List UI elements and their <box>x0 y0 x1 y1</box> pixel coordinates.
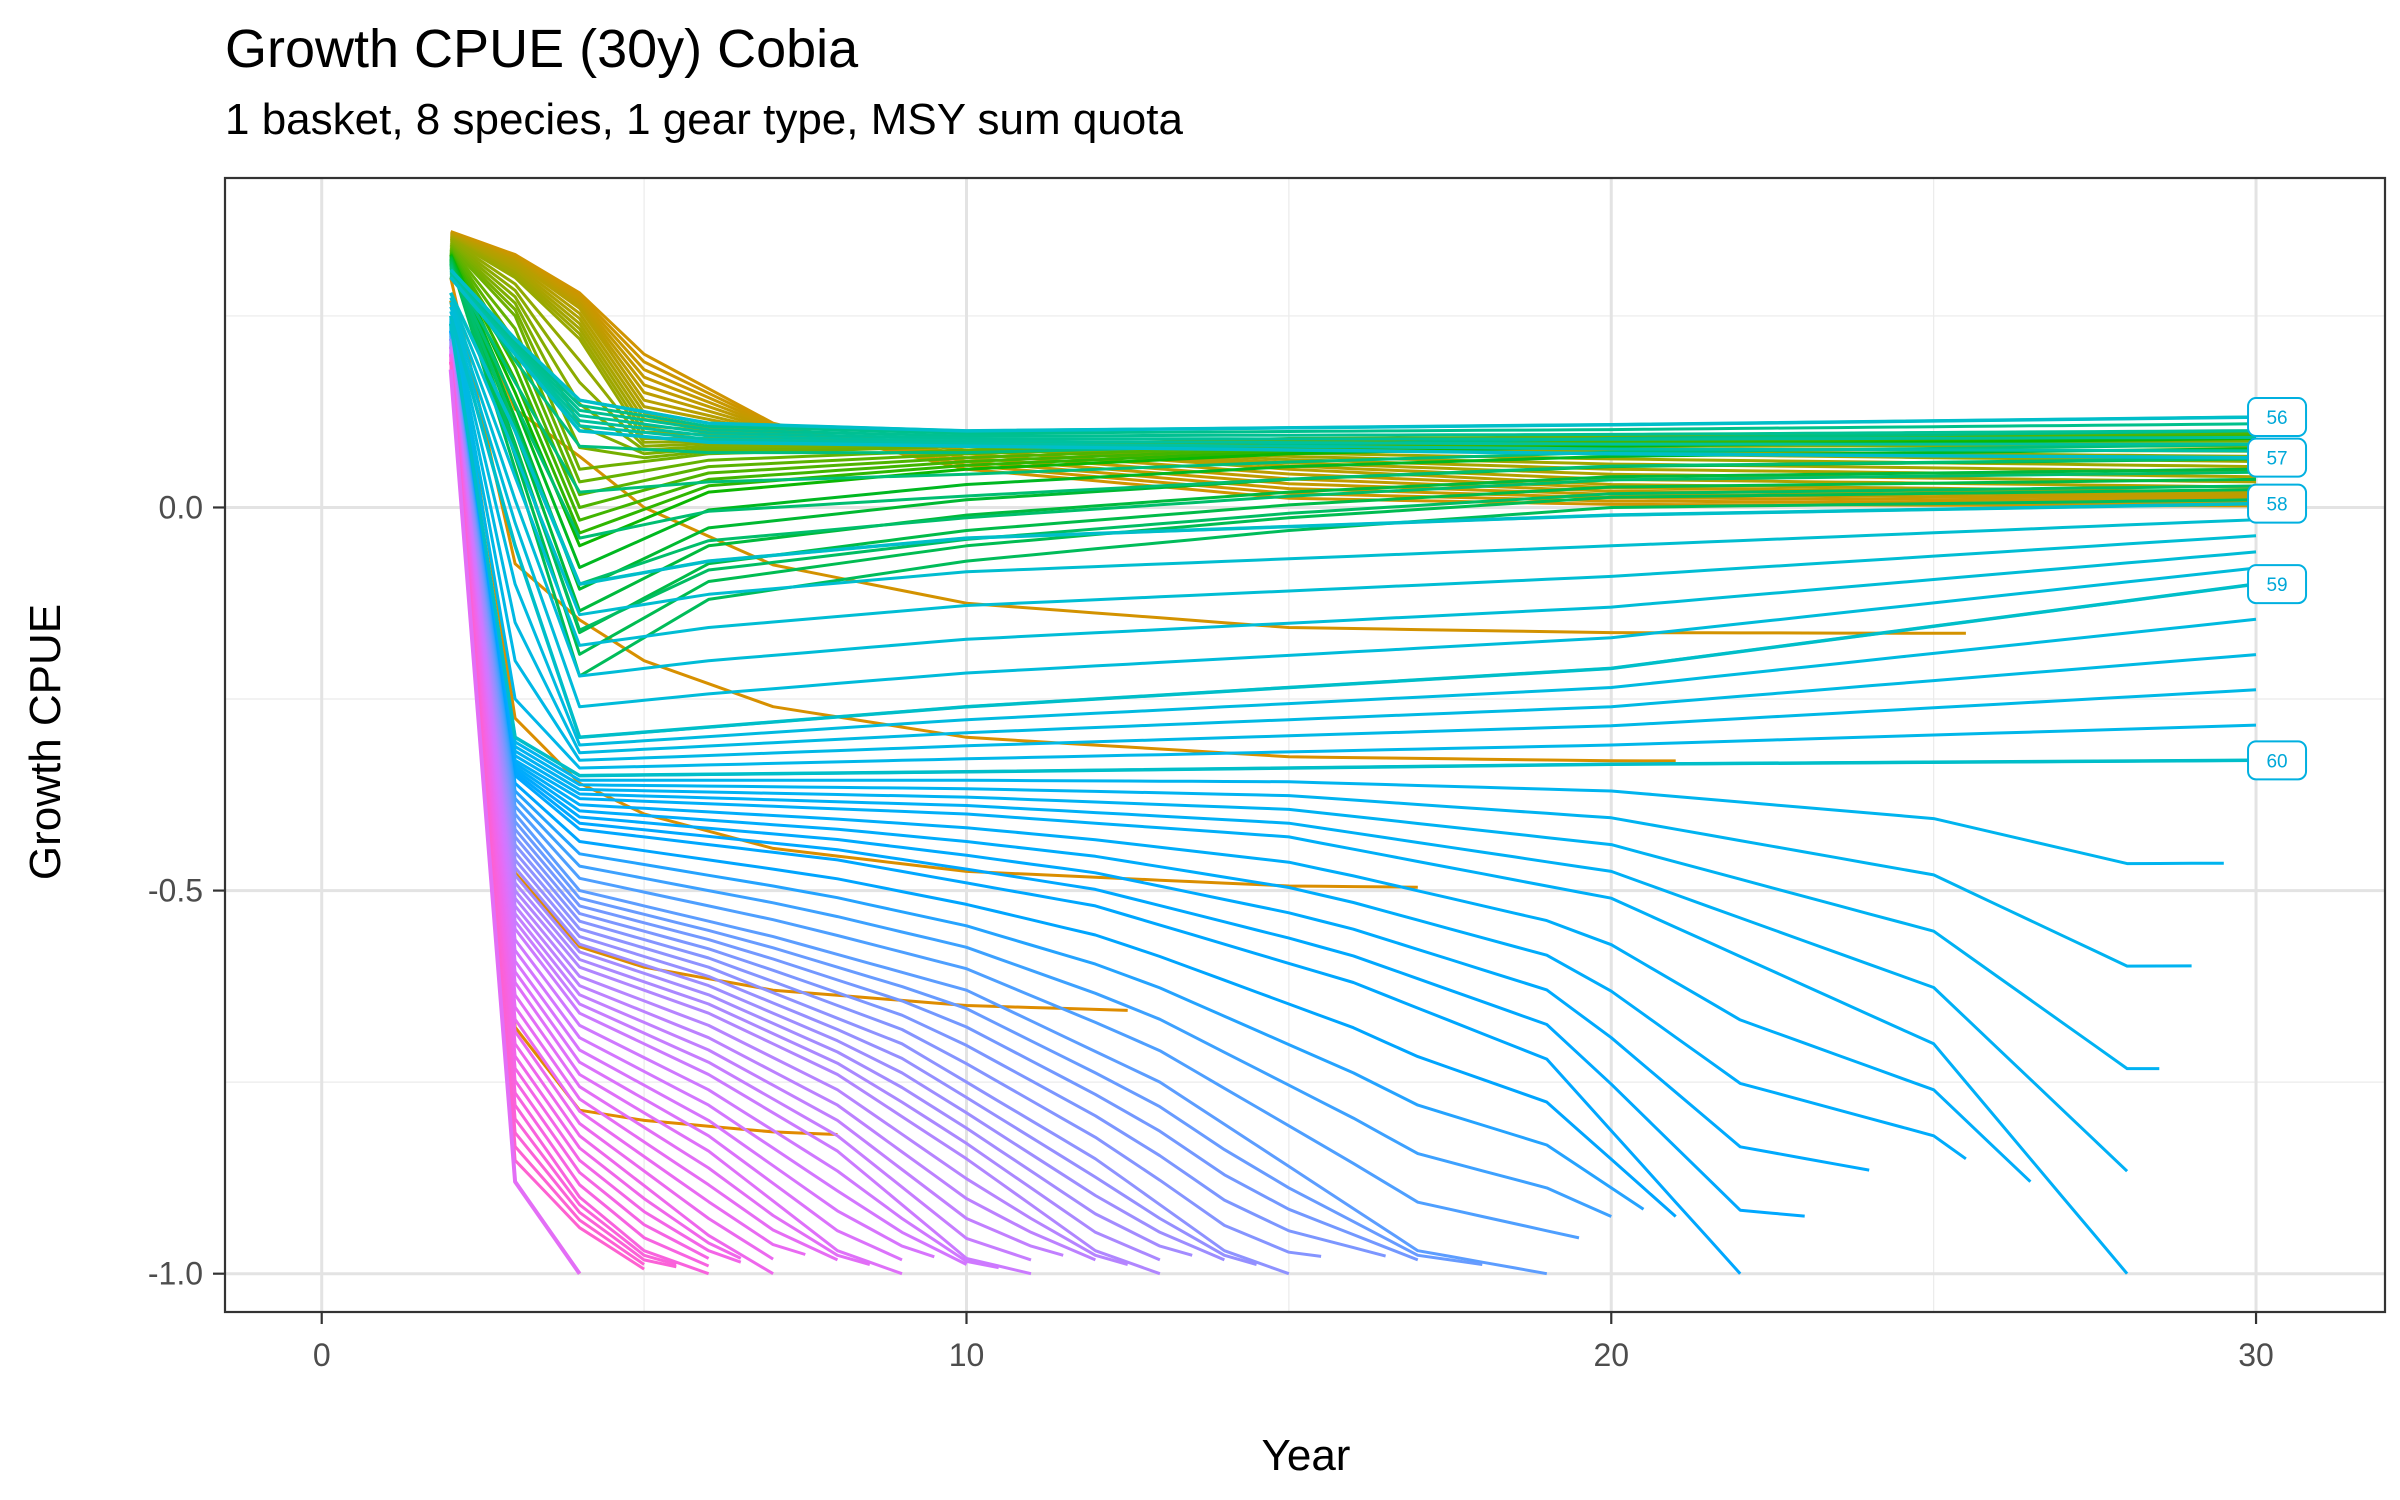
series-line <box>449 349 968 1266</box>
series-line <box>449 346 1096 1262</box>
series-line <box>449 347 999 1270</box>
series-line <box>449 263 2257 632</box>
x-tick-label: 10 <box>949 1337 985 1373</box>
series-line <box>449 338 1548 1276</box>
series-line <box>449 274 2256 446</box>
series-line <box>449 338 1386 1258</box>
series-line <box>449 327 2160 1071</box>
series-line <box>449 330 1805 1218</box>
series-line <box>449 317 2257 747</box>
series-label-57: 57 <box>2247 437 2308 478</box>
series-line <box>448 369 582 1275</box>
series-line <box>449 306 2257 678</box>
series-line <box>449 320 2257 762</box>
series-line <box>449 330 1870 1172</box>
series-line <box>449 257 2257 613</box>
x-tick-label: 0 <box>313 1337 331 1373</box>
series-line <box>449 323 2257 778</box>
series-line <box>449 343 1193 1257</box>
series-line <box>449 338 1290 1276</box>
panel-border <box>223 176 2387 1314</box>
series-label-text: 59 <box>2266 575 2287 596</box>
series-line <box>449 338 1419 1262</box>
series-line <box>449 351 935 1259</box>
series-label-text: 58 <box>2266 495 2287 516</box>
series-line <box>449 255 2257 569</box>
series-line <box>449 346 1032 1276</box>
series-line <box>449 332 1677 1218</box>
y-tick-label: -1.0 <box>148 1256 203 1292</box>
series-line <box>449 346 1129 1266</box>
series-line <box>449 354 903 1276</box>
y-tick-label: -0.5 <box>148 873 203 909</box>
series-lines <box>448 230 2257 1276</box>
series-line <box>449 254 1966 635</box>
series-line <box>449 338 1483 1266</box>
series-label-text: 56 <box>2266 408 2287 429</box>
series-line <box>450 230 2256 508</box>
series-label-56: 56 <box>2247 397 2308 438</box>
series-line <box>449 352 903 1262</box>
series-line <box>449 324 2224 866</box>
series-line <box>449 329 2129 1173</box>
y-tick-label: 0.0 <box>159 489 203 525</box>
series-line <box>449 346 1161 1276</box>
series-line <box>449 271 2257 438</box>
series-line <box>449 265 2257 540</box>
series-line <box>449 330 2129 1275</box>
series-line-56 <box>449 268 2257 433</box>
series-line <box>450 232 2257 501</box>
series-line <box>449 296 2257 617</box>
series-line <box>449 330 1742 1275</box>
series-line-60 <box>448 323 2257 778</box>
series-line <box>449 326 2192 968</box>
series-line <box>449 301 2257 647</box>
series-line <box>449 334 1645 1211</box>
series-line <box>449 323 1128 1012</box>
series-line <box>449 346 1032 1262</box>
series-line <box>449 340 1258 1266</box>
series-line <box>449 346 1064 1257</box>
series-line <box>449 330 2032 1183</box>
series-line <box>449 338 1322 1258</box>
series-line <box>449 260 2257 656</box>
series-line <box>449 335 1612 1218</box>
series-line <box>449 354 871 1266</box>
series-line <box>449 266 2257 494</box>
series-line <box>449 270 2257 435</box>
chart-subtitle: 1 basket, 8 species, 1 gear type, MSY su… <box>225 95 1183 144</box>
series-line <box>449 272 2257 441</box>
axis-ticks: -1.0 -0.5 0.0 0 10 20 30 <box>148 489 2274 1373</box>
series-labels: 56 57 58 59 60 <box>2247 397 2308 781</box>
series-line <box>449 275 2257 453</box>
chart-title: Growth CPUE (30y) Cobia <box>225 19 859 79</box>
x-axis-title: Year <box>1262 1431 1351 1480</box>
series-label-text: 60 <box>2266 751 2287 772</box>
plot-frame <box>223 176 2387 1314</box>
series-line <box>449 321 2257 770</box>
series-line <box>449 337 1580 1240</box>
series-label-59: 59 <box>2247 564 2308 605</box>
series-line <box>449 264 2257 586</box>
series-line <box>449 310 2257 709</box>
series-line <box>449 330 1967 1161</box>
series-line <box>449 341 1225 1262</box>
x-tick-label: 30 <box>2238 1337 2274 1373</box>
series-line <box>449 344 1161 1262</box>
series-line-57 <box>449 276 2257 460</box>
series-line-58 <box>449 292 2257 586</box>
series-label-text: 57 <box>2266 449 2287 470</box>
series-line-59 <box>449 315 2257 740</box>
x-tick-label: 20 <box>1593 1337 1629 1373</box>
series-label-60: 60 <box>2247 740 2308 781</box>
series-line <box>449 318 2257 755</box>
series-label-58: 58 <box>2247 483 2308 524</box>
y-axis-title: Growth CPUE <box>21 604 70 880</box>
